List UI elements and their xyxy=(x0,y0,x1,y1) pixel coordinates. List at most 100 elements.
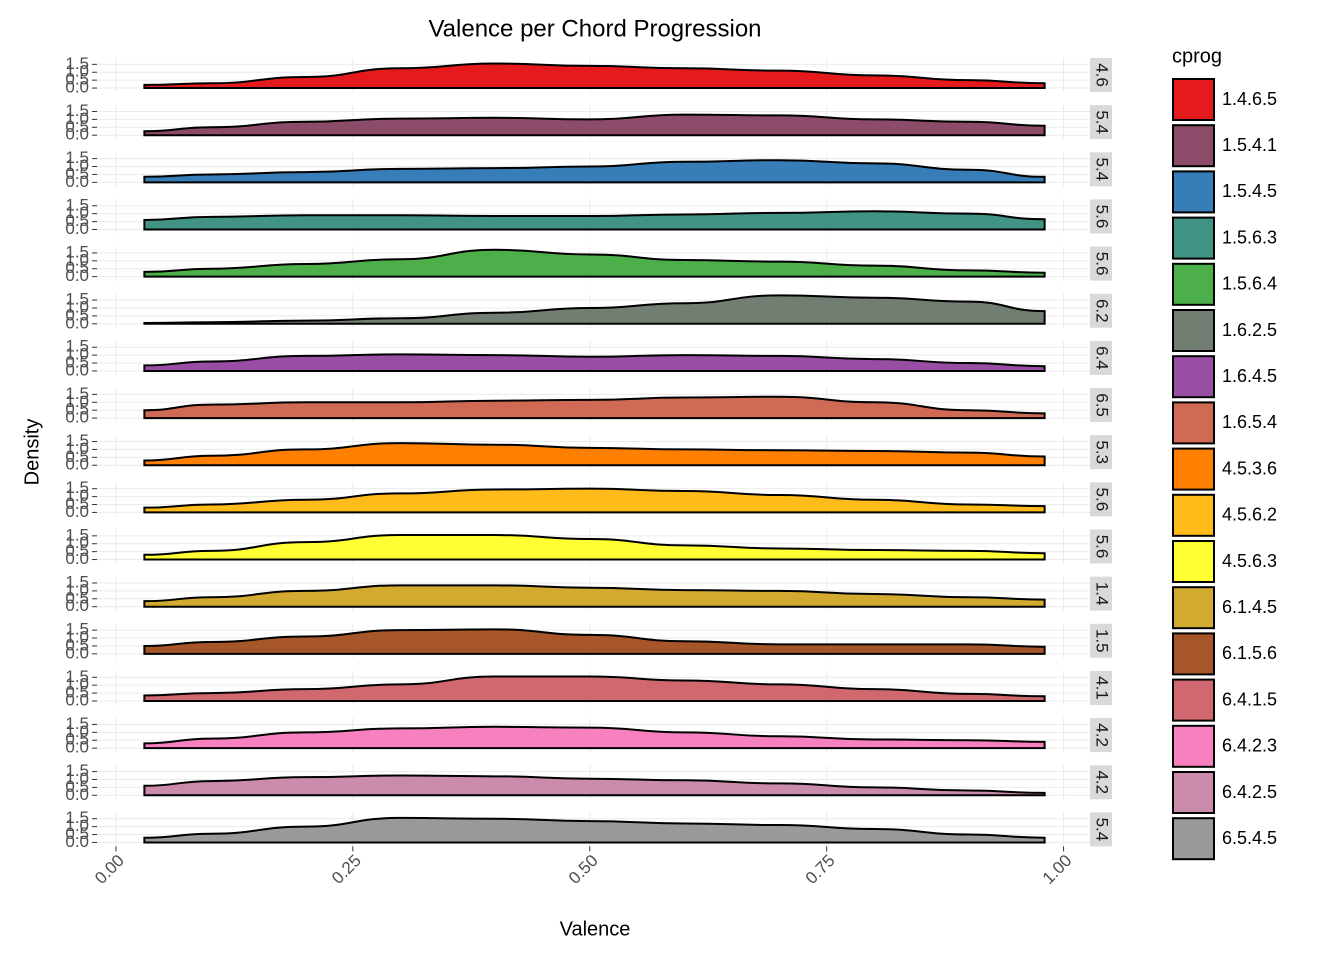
legend-key xyxy=(1172,262,1215,306)
strip-label: 5.4 xyxy=(1093,818,1112,842)
x-tick-label: 0.75 xyxy=(802,851,839,888)
strip-label: 4.2 xyxy=(1093,723,1112,747)
strip-label: 6.5 xyxy=(1093,393,1112,417)
strip-label: 6.2 xyxy=(1093,299,1112,323)
strip-label: 4.1 xyxy=(1093,676,1112,700)
legend-label: 6.4.2.3 xyxy=(1222,736,1277,756)
density-area xyxy=(143,353,1046,372)
strip-label: 4.2 xyxy=(1093,770,1112,794)
y-tick-label: 1.0 xyxy=(65,439,89,458)
legend-label: 1.5.6.3 xyxy=(1222,227,1277,247)
legend-key xyxy=(1172,632,1215,676)
y-tick-label: 0.5 xyxy=(65,353,89,372)
y-tick-label: 0.5 xyxy=(65,730,89,749)
strip-label: 5.6 xyxy=(1093,535,1112,559)
strip-label: 5.6 xyxy=(1093,488,1112,512)
strip-background xyxy=(1090,623,1112,658)
y-tick-label: 1.5 xyxy=(65,572,89,591)
y-tick-label: 0.0 xyxy=(65,785,89,804)
strip-label: 5.6 xyxy=(1093,205,1112,229)
chart-title: Valence per Chord Progression xyxy=(428,15,761,42)
legend-key xyxy=(1172,216,1215,260)
legend-label: 1.4.6.5 xyxy=(1222,89,1277,109)
y-tick-label: 0.0 xyxy=(65,408,89,427)
y-tick-label: 0.5 xyxy=(65,400,89,419)
density-area xyxy=(143,159,1046,184)
y-tick-label: 0.0 xyxy=(65,832,89,851)
y-tick-label: 1.0 xyxy=(65,486,89,505)
density-area xyxy=(143,210,1046,231)
y-tick-label: 0.0 xyxy=(65,266,89,285)
legend-key xyxy=(1172,355,1215,399)
strip-label: 5.4 xyxy=(1093,110,1112,134)
y-tick-label: 0.5 xyxy=(65,824,89,843)
legend-key xyxy=(1172,78,1215,121)
y-tick-label: 0.5 xyxy=(65,258,89,277)
y-tick-label: 0.5 xyxy=(65,541,89,560)
legend-key xyxy=(1172,771,1215,814)
strip-label: 1.5 xyxy=(1093,629,1112,653)
y-tick-label: 1.5 xyxy=(65,101,89,120)
legend-key xyxy=(1172,401,1215,445)
y-tick-label: 1.5 xyxy=(65,290,89,309)
legend-key xyxy=(1172,447,1215,491)
strip-label: 5.4 xyxy=(1093,157,1112,181)
density-area xyxy=(143,442,1046,467)
y-tick-label: 1.0 xyxy=(65,109,89,128)
y-tick-label: 0.5 xyxy=(65,70,89,89)
y-tick-label: 0.5 xyxy=(65,211,89,230)
density-area xyxy=(143,294,1046,325)
x-axis-title: Valence xyxy=(560,918,631,940)
y-tick-label: 0.0 xyxy=(65,738,89,757)
strip-background xyxy=(1090,718,1112,753)
y-tick-label: 1.0 xyxy=(65,675,89,694)
y-tick-label: 0.0 xyxy=(65,219,89,238)
y-tick-label: 0.5 xyxy=(65,494,89,513)
y-tick-label: 0.5 xyxy=(65,588,89,607)
y-tick-label: 1.5 xyxy=(65,714,89,733)
y-tick-label: 0.0 xyxy=(65,643,89,662)
legend-key xyxy=(1172,124,1215,168)
y-tick-label: 1.0 xyxy=(65,392,89,411)
y-tick-label: 1.0 xyxy=(65,250,89,269)
density-area xyxy=(143,248,1046,278)
y-tick-label: 1.5 xyxy=(65,337,89,356)
y-tick-label: 0.0 xyxy=(65,596,89,615)
x-tick-label: 0.00 xyxy=(91,851,128,888)
strip-label: 5.6 xyxy=(1093,252,1112,276)
y-tick-label: 1.5 xyxy=(65,525,89,544)
y-tick-label: 1.0 xyxy=(65,345,89,364)
y-tick-label: 0.5 xyxy=(65,777,89,796)
density-area xyxy=(143,62,1046,90)
strip-background xyxy=(1090,246,1112,281)
y-tick-label: 1.0 xyxy=(65,203,89,222)
legend-label: 1.5.4.5 xyxy=(1222,181,1277,201)
legend-label: 6.4.2.5 xyxy=(1222,782,1277,802)
y-tick-label: 0.0 xyxy=(65,502,89,521)
y-tick-label: 0.5 xyxy=(65,117,89,136)
y-tick-label: 0.0 xyxy=(65,172,89,191)
strip-background xyxy=(1090,199,1112,234)
strip-background xyxy=(1090,765,1112,800)
legend-label: 4.5.6.2 xyxy=(1222,505,1277,525)
strip-label: 6.4 xyxy=(1093,346,1112,370)
strip-label: 5.3 xyxy=(1093,440,1112,464)
y-tick-label: 1.0 xyxy=(65,580,89,599)
density-area xyxy=(143,725,1046,750)
density-area xyxy=(143,675,1046,702)
y-tick-label: 1.0 xyxy=(65,62,89,81)
y-axis-title: Density xyxy=(21,419,43,486)
density-area xyxy=(143,628,1046,655)
y-tick-label: 1.5 xyxy=(65,667,89,686)
y-tick-label: 1.0 xyxy=(65,628,89,647)
legend-label: 4.5.3.6 xyxy=(1222,458,1277,478)
y-tick-label: 1.5 xyxy=(65,195,89,214)
y-tick-label: 0.0 xyxy=(65,360,89,379)
strip-background xyxy=(1090,340,1112,375)
strip-background xyxy=(1090,293,1112,328)
strip-background xyxy=(1090,812,1112,847)
strip-background xyxy=(1090,388,1112,423)
legend-key xyxy=(1172,586,1215,630)
legend-label: 1.5.6.4 xyxy=(1222,274,1277,294)
